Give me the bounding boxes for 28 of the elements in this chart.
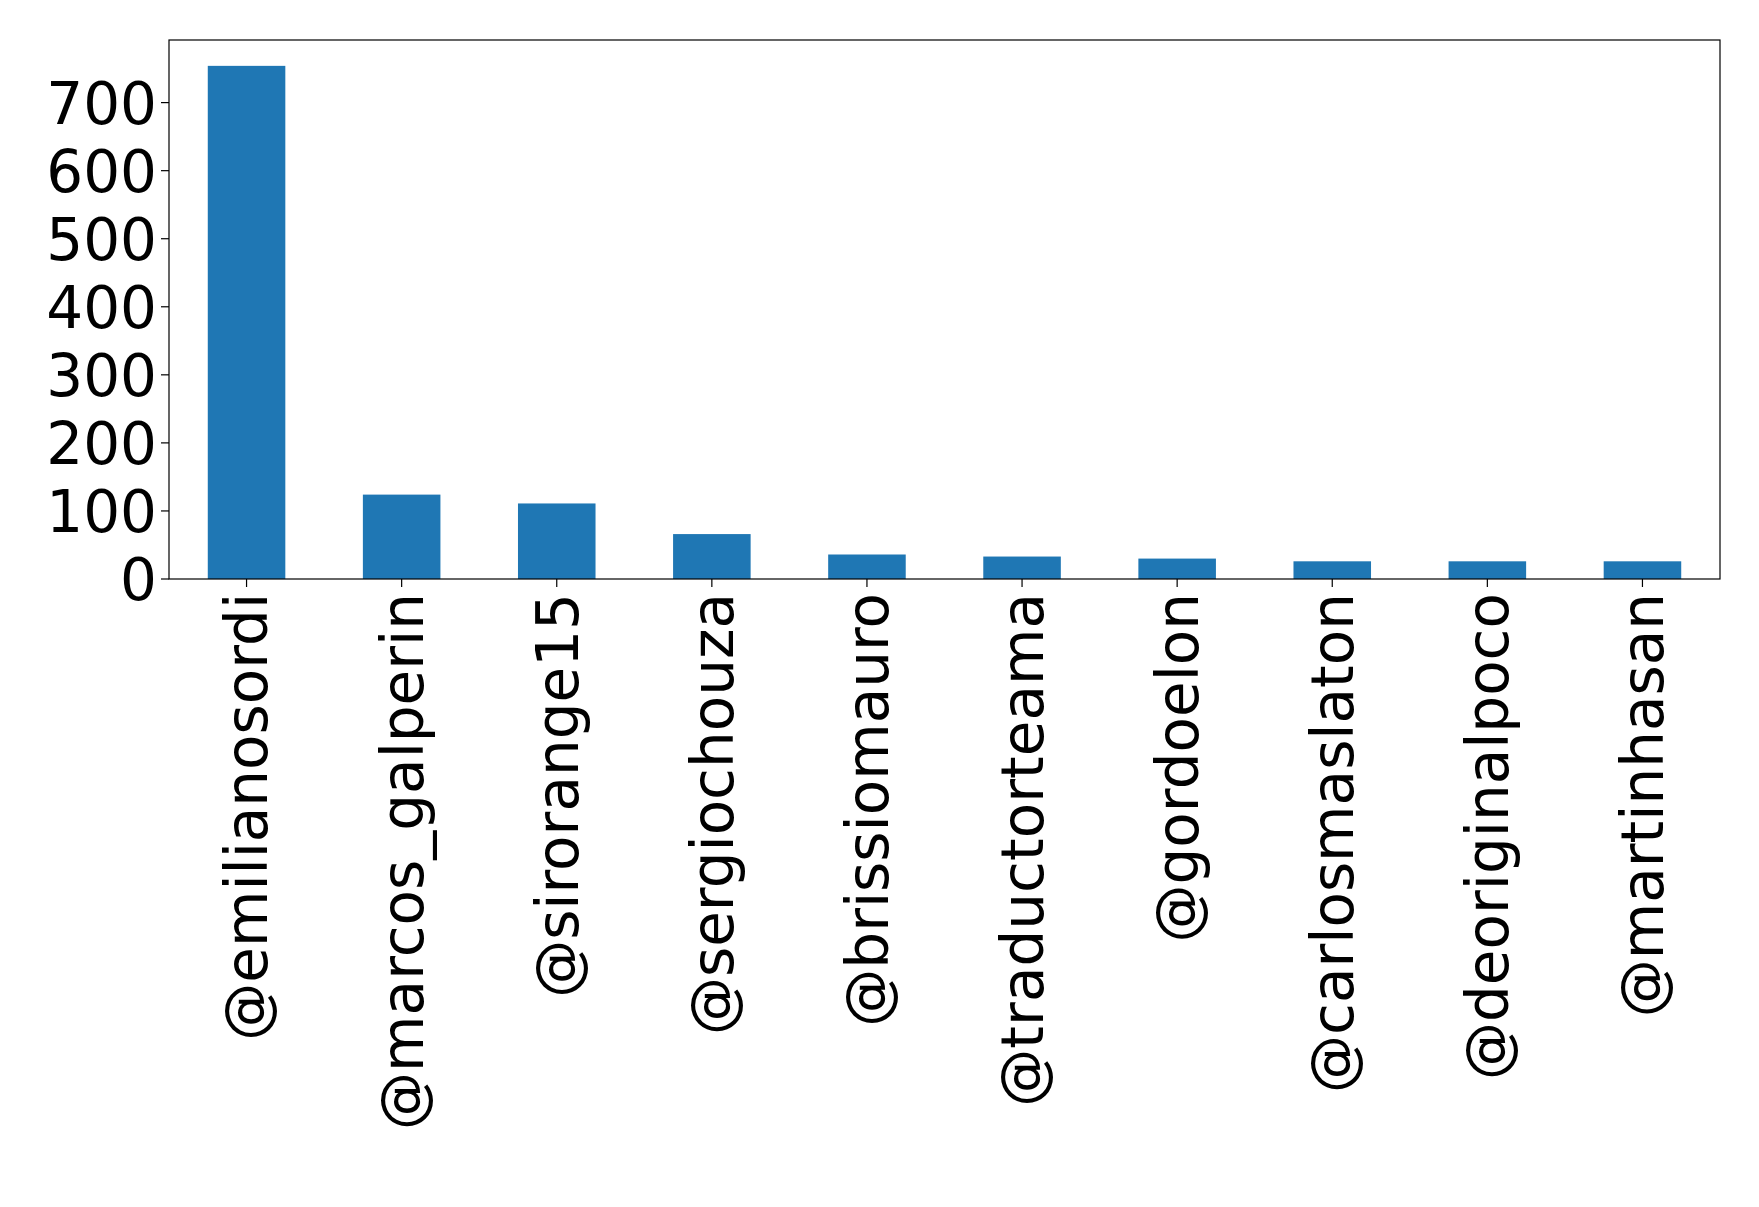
bar — [828, 554, 906, 579]
x-tick-label: @emilianosordi — [213, 593, 282, 1041]
bar — [1448, 561, 1527, 579]
y-tick-label: 700 — [46, 69, 157, 138]
y-tick-label: 0 — [120, 545, 157, 614]
x-tick-label: @deoriginalpoco — [1454, 593, 1523, 1080]
x-tick-label: @sirorange15 — [523, 593, 592, 998]
x-tick-label: @traductorteama — [988, 593, 1057, 1107]
bar — [983, 556, 1061, 579]
y-tick-label: 500 — [46, 205, 157, 274]
x-tick-label: @martinhasan — [1609, 593, 1678, 1018]
bar — [1603, 561, 1682, 579]
bar — [673, 534, 751, 579]
bar — [1138, 558, 1216, 579]
y-tick-label: 200 — [46, 409, 157, 478]
x-tick-label: @sergiochouza — [678, 593, 747, 1036]
bar — [1293, 561, 1372, 579]
x-tick-label: @gordoelon — [1144, 593, 1213, 943]
x-tick-label: @brissiomauro — [833, 593, 902, 1027]
y-tick-label: 100 — [46, 477, 157, 546]
bar — [517, 503, 596, 579]
y-tick-label: 300 — [46, 341, 157, 410]
x-tick-label: @marcos_galperin — [368, 593, 437, 1130]
bar — [362, 494, 441, 579]
x-tick-label: @carlosmaslaton — [1299, 593, 1368, 1093]
y-tick-label: 600 — [46, 137, 157, 206]
y-tick-label: 400 — [46, 273, 157, 342]
bar — [207, 65, 286, 579]
